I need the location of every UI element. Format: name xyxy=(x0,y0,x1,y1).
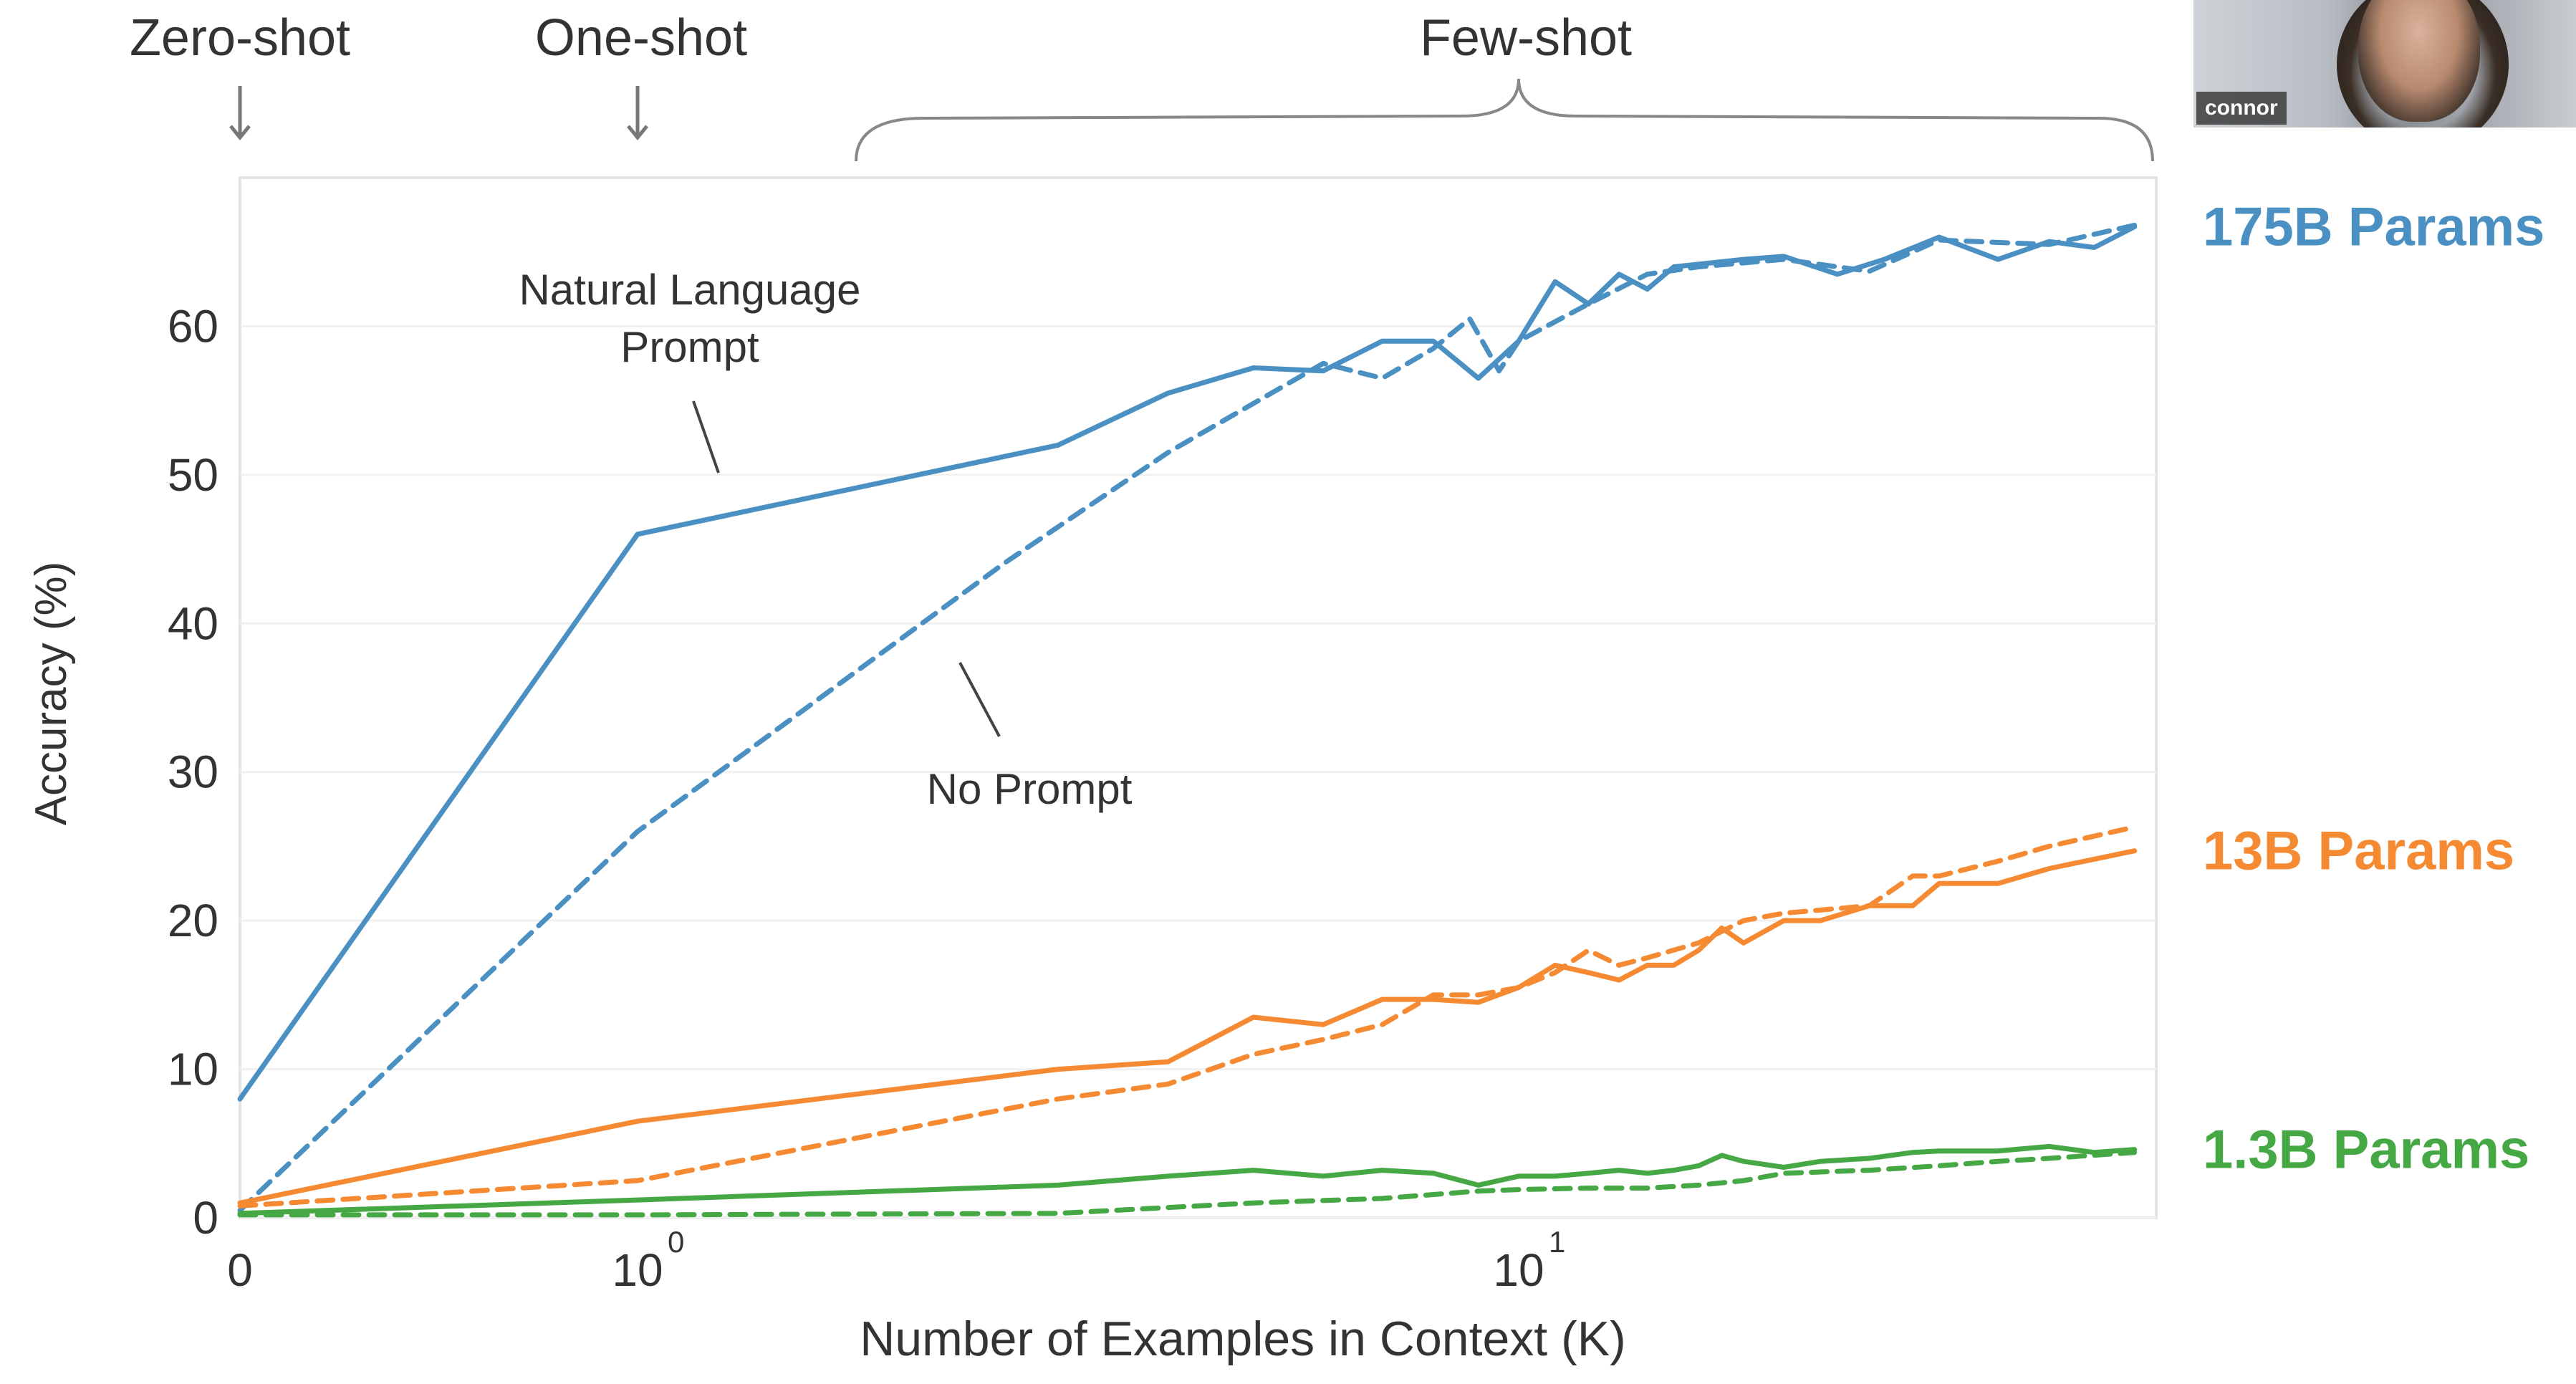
video-participant-tile[interactable]: connor xyxy=(2193,0,2576,128)
y-tick-labels: 0 10 20 30 40 50 60 xyxy=(168,300,218,1244)
x-axis-title: Number of Examples in Context (K) xyxy=(860,1312,1626,1366)
x-tick-exponent: 0 xyxy=(668,1225,684,1259)
series-layer xyxy=(237,222,2138,1218)
series-line-dashed xyxy=(237,1150,2138,1218)
y-tick-label: 40 xyxy=(168,597,218,649)
series-labels: 175B Params 13B Params 1.3B Params xyxy=(2203,196,2544,1180)
y-tick-label: 30 xyxy=(168,746,218,798)
gridlines xyxy=(240,325,2156,1219)
x-tick-base: 10 xyxy=(1493,1244,1544,1296)
y-tick-label: 50 xyxy=(168,449,218,501)
few-shot-brace xyxy=(855,78,2154,162)
natural-language-prompt-label: Natural Language xyxy=(519,266,860,314)
series-label: 1.3B Params xyxy=(2203,1120,2529,1181)
natural-language-prompt-pointer xyxy=(692,400,720,474)
x-tick-base: 0 xyxy=(227,1244,253,1296)
no-prompt-label: No Prompt xyxy=(927,765,1133,813)
x-tick-label: 101 xyxy=(1493,1225,1565,1296)
series-line-dashed xyxy=(237,222,2138,1214)
series-label: 175B Params xyxy=(2203,196,2544,257)
few-shot-label: Few-shot xyxy=(1420,9,1632,67)
x-tick-base: 10 xyxy=(612,1244,663,1296)
series-label: 13B Params xyxy=(2203,821,2514,882)
y-tick-label: 10 xyxy=(168,1044,218,1095)
one-shot-label: One-shot xyxy=(535,9,747,67)
x-tick-label: 0 xyxy=(227,1244,253,1296)
y-tick-label: 60 xyxy=(168,300,218,352)
x-tick-label: 100 xyxy=(612,1225,684,1296)
y-tick-label: 0 xyxy=(193,1192,218,1244)
zero-shot-arrow xyxy=(229,86,251,140)
participant-name-label: connor xyxy=(2196,92,2287,125)
zero-shot-label: Zero-shot xyxy=(130,9,350,67)
no-prompt-pointer xyxy=(958,662,1001,737)
series-line-solid xyxy=(237,1143,2138,1216)
participant-face xyxy=(2358,0,2480,122)
natural-language-prompt-label-line2: Prompt xyxy=(620,323,759,371)
one-shot-arrow xyxy=(627,86,648,140)
plot-area xyxy=(239,176,2158,1219)
y-tick-label: 20 xyxy=(168,895,218,946)
series-line-dashed xyxy=(237,825,2138,1208)
x-tick-exponent: 1 xyxy=(1549,1225,1565,1259)
series-line-solid xyxy=(237,848,2138,1206)
y-axis-title: Accuracy (%) xyxy=(27,562,76,826)
